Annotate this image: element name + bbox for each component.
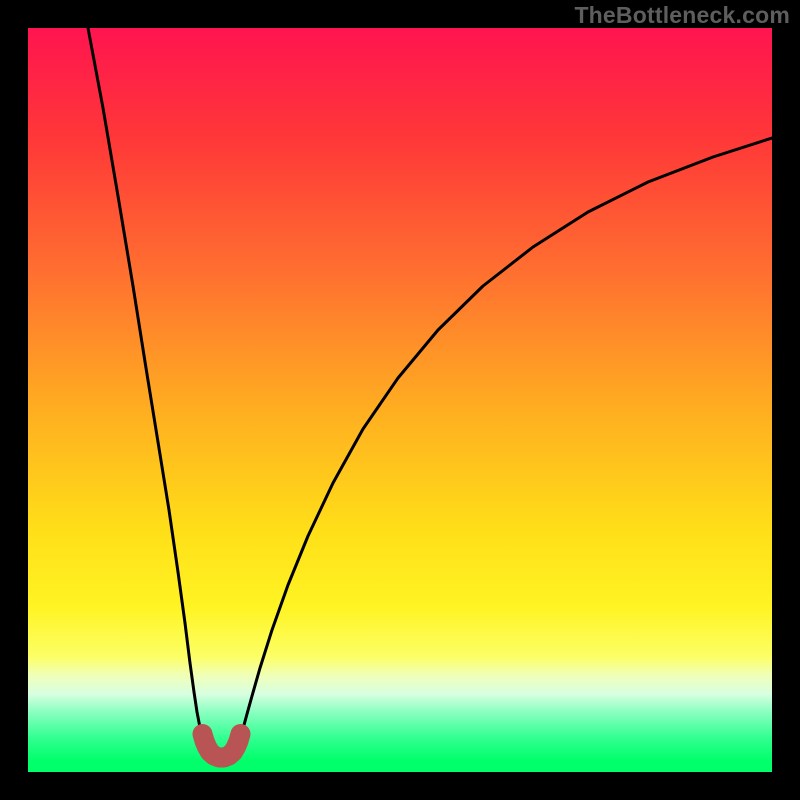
bottleneck-curve-chart <box>28 28 772 772</box>
gradient-background <box>28 28 772 772</box>
plot-area <box>28 28 772 772</box>
watermark-text: TheBottleneck.com <box>574 2 790 29</box>
chart-frame: TheBottleneck.com <box>0 0 800 800</box>
